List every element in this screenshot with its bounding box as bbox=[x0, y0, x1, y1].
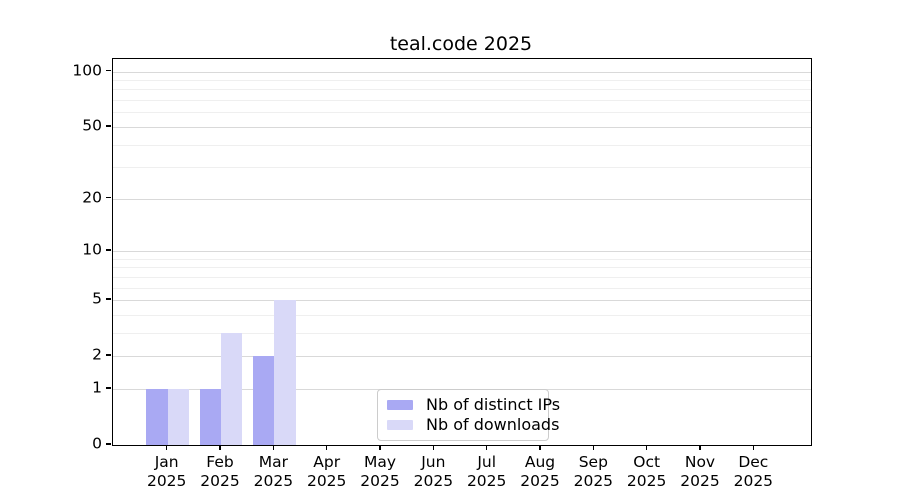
y-axis-tick bbox=[106, 443, 111, 445]
x-axis-tick bbox=[325, 445, 328, 450]
x-axis-tick bbox=[485, 445, 488, 450]
y-axis-tick bbox=[106, 249, 111, 251]
y-grid-major bbox=[113, 126, 811, 128]
y-tick-label: 100 bbox=[72, 61, 102, 80]
bar-jan-ips bbox=[146, 388, 168, 445]
y-tick-label: 5 bbox=[92, 289, 102, 308]
y-grid-minor bbox=[113, 332, 811, 334]
y-axis-tick bbox=[106, 354, 111, 356]
y-tick-label: 0 bbox=[92, 434, 102, 453]
y-grid-major bbox=[113, 71, 811, 73]
x-tick-label: Jul 2025 bbox=[466, 453, 507, 490]
x-tick-label: Jun 2025 bbox=[413, 453, 454, 490]
y-grid-minor bbox=[113, 167, 811, 169]
legend-item: Nb of downloads bbox=[387, 415, 559, 435]
legend-item: Nb of distinct IPs bbox=[387, 395, 560, 415]
x-axis-tick bbox=[592, 445, 595, 450]
x-tick-label: Feb 2025 bbox=[200, 453, 240, 490]
x-tick-label: Oct 2025 bbox=[626, 453, 667, 490]
y-tick-label: 10 bbox=[82, 240, 102, 259]
x-axis-tick bbox=[645, 445, 648, 450]
y-grid-minor bbox=[113, 89, 811, 91]
bar-mar-ips bbox=[253, 356, 275, 445]
chart-title: teal.code 2025 bbox=[389, 33, 533, 55]
x-axis-tick bbox=[272, 445, 275, 450]
x-axis-tick bbox=[699, 445, 701, 450]
x-tick-label: Apr 2025 bbox=[306, 453, 347, 490]
y-grid-major bbox=[113, 250, 811, 252]
y-grid-minor bbox=[113, 267, 811, 269]
y-axis-tick bbox=[106, 69, 111, 72]
y-axis-tick bbox=[106, 125, 111, 127]
y-grid-major bbox=[113, 300, 811, 302]
x-tick-label: Nov 2025 bbox=[680, 453, 720, 490]
x-axis-tick bbox=[539, 445, 541, 450]
y-grid-minor bbox=[113, 287, 811, 289]
y-grid-minor bbox=[113, 112, 811, 114]
y-axis-tick bbox=[106, 387, 111, 389]
bar-mar-downloads bbox=[274, 300, 296, 445]
y-grid-minor bbox=[113, 258, 811, 260]
x-axis-tick bbox=[752, 445, 755, 450]
bar-jan-downloads bbox=[167, 388, 189, 445]
x-tick-label: Dec 2025 bbox=[733, 453, 774, 490]
x-axis-tick bbox=[166, 445, 168, 450]
x-axis-tick bbox=[219, 445, 221, 450]
x-tick-label: May 2025 bbox=[360, 453, 400, 490]
y-tick-label: 20 bbox=[82, 188, 102, 207]
x-axis-tick bbox=[379, 445, 381, 450]
y-grid-major bbox=[113, 356, 811, 358]
y-grid-minor bbox=[113, 80, 811, 82]
x-tick-label: Jan 2025 bbox=[146, 453, 187, 490]
x-tick-label: Mar 2025 bbox=[253, 453, 294, 490]
legend-swatch bbox=[387, 400, 413, 410]
y-tick-label: 2 bbox=[92, 345, 102, 364]
y-grid-minor bbox=[113, 314, 811, 316]
y-grid-minor bbox=[113, 100, 811, 102]
x-tick-label: Aug 2025 bbox=[520, 453, 560, 490]
legend: Nb of distinct IPs Nb of downloads bbox=[377, 389, 560, 441]
y-axis-tick bbox=[106, 298, 111, 300]
legend-swatch bbox=[387, 420, 413, 430]
y-axis-tick bbox=[106, 196, 111, 199]
bar-feb-downloads bbox=[221, 332, 243, 445]
y-tick-label: 1 bbox=[92, 378, 102, 397]
y-grid-minor bbox=[113, 276, 811, 278]
bar-feb-ips bbox=[199, 388, 222, 445]
y-tick-label: 50 bbox=[82, 116, 102, 135]
y-grid-minor bbox=[113, 144, 811, 146]
x-axis-tick bbox=[432, 445, 435, 450]
plot-area bbox=[112, 58, 812, 446]
x-tick-label: Sep 2025 bbox=[573, 453, 614, 490]
y-grid-major bbox=[113, 198, 811, 200]
legend-label: Nb of distinct IPs bbox=[426, 395, 561, 414]
legend-label: Nb of downloads bbox=[426, 415, 560, 434]
